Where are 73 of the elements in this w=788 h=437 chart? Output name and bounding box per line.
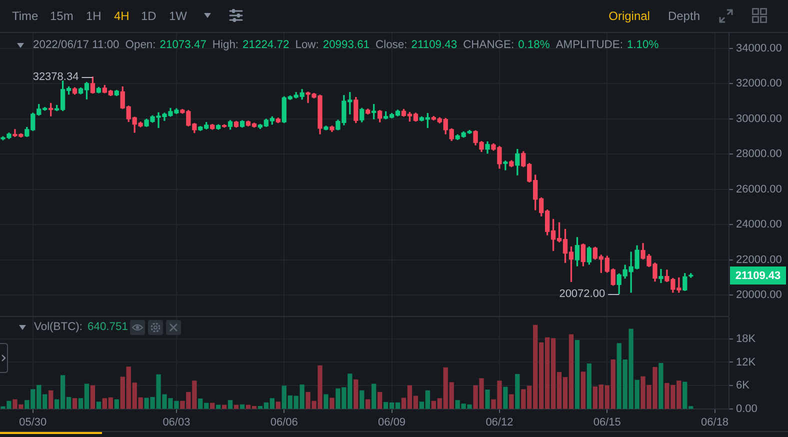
annotation: Close: xyxy=(376,38,408,52)
bar xyxy=(503,386,508,409)
text: 21109.43 xyxy=(735,270,781,282)
bar xyxy=(210,402,215,409)
text: Original xyxy=(608,9,650,23)
y-tick-label: 18K xyxy=(736,332,756,345)
bar xyxy=(216,404,221,409)
y-tick-label: 30000.00 xyxy=(736,112,782,125)
text: 15m xyxy=(50,9,74,23)
x-tick-label: 06/18 xyxy=(701,416,729,429)
bar xyxy=(240,404,245,409)
text: 4H xyxy=(114,9,130,23)
annotation: 20072.00 xyxy=(559,288,606,300)
annotation: 21224.72 xyxy=(242,38,290,52)
bar xyxy=(658,363,664,409)
y-tick-label: 12K xyxy=(736,356,756,368)
bar xyxy=(378,392,382,409)
bar xyxy=(509,394,514,409)
bar xyxy=(324,394,328,409)
bar xyxy=(574,340,580,409)
bar xyxy=(114,399,119,409)
annotation: 640.751 xyxy=(88,320,128,334)
y-tick-label: 26000.00 xyxy=(736,183,782,196)
annotation: 0.18% xyxy=(518,38,550,52)
text: 1W xyxy=(169,9,187,23)
candlestick xyxy=(658,268,664,284)
annotation: 21073.47 xyxy=(160,38,206,52)
bar xyxy=(330,398,334,409)
x-tick-label: 06/03 xyxy=(162,416,190,429)
annotation: 32378.34 xyxy=(32,70,79,83)
x-tick-label: 06/15 xyxy=(593,416,621,429)
bar xyxy=(485,390,490,409)
annotation: 21109.43 xyxy=(411,38,458,52)
y-tick-label: 32000.00 xyxy=(736,78,782,90)
x-tick-label: 06/12 xyxy=(486,416,514,429)
y-tick-label: 24000.00 xyxy=(736,218,782,231)
text: 1H xyxy=(86,9,102,23)
annotation: CHANGE: xyxy=(463,38,514,52)
text: 1D xyxy=(141,9,156,23)
bar xyxy=(72,398,78,409)
annotation: 20993.61 xyxy=(322,38,370,52)
bar xyxy=(48,390,54,409)
annotation: Open: xyxy=(125,38,156,52)
annotation: Low: xyxy=(295,38,319,52)
bar xyxy=(354,379,358,409)
bar xyxy=(372,384,376,409)
x-tick-label: 05/30 xyxy=(19,416,47,429)
bar xyxy=(234,404,239,409)
bar xyxy=(222,404,227,409)
y-tick-label: 6K xyxy=(736,380,750,392)
text: Depth xyxy=(668,9,700,23)
bar xyxy=(360,390,364,409)
bar xyxy=(580,372,586,409)
bar xyxy=(515,374,520,409)
chart-title: Vol(BTC): xyxy=(34,320,82,334)
y-tick-label: 22000.00 xyxy=(736,254,782,266)
y-tick-label: 34000.00 xyxy=(736,42,782,54)
bar xyxy=(586,363,592,409)
x-tick-label: 06/09 xyxy=(378,416,406,429)
annotation: High: xyxy=(212,38,239,52)
y-tick-label: 28000.00 xyxy=(736,148,782,160)
text: 2022/06/17 11:00 xyxy=(33,38,120,52)
text: Time xyxy=(12,9,38,23)
annotation: 1.10% xyxy=(626,38,659,52)
bar xyxy=(276,402,280,409)
y-tick-label: 20000.00 xyxy=(736,289,782,302)
y-tick-label: 0.00 xyxy=(736,403,758,416)
bar xyxy=(228,400,233,409)
x-tick-label: 06/06 xyxy=(270,416,298,429)
bar xyxy=(366,399,370,409)
annotation: AMPLITUDE: xyxy=(556,38,623,52)
bar xyxy=(96,402,102,409)
bar xyxy=(90,385,96,409)
